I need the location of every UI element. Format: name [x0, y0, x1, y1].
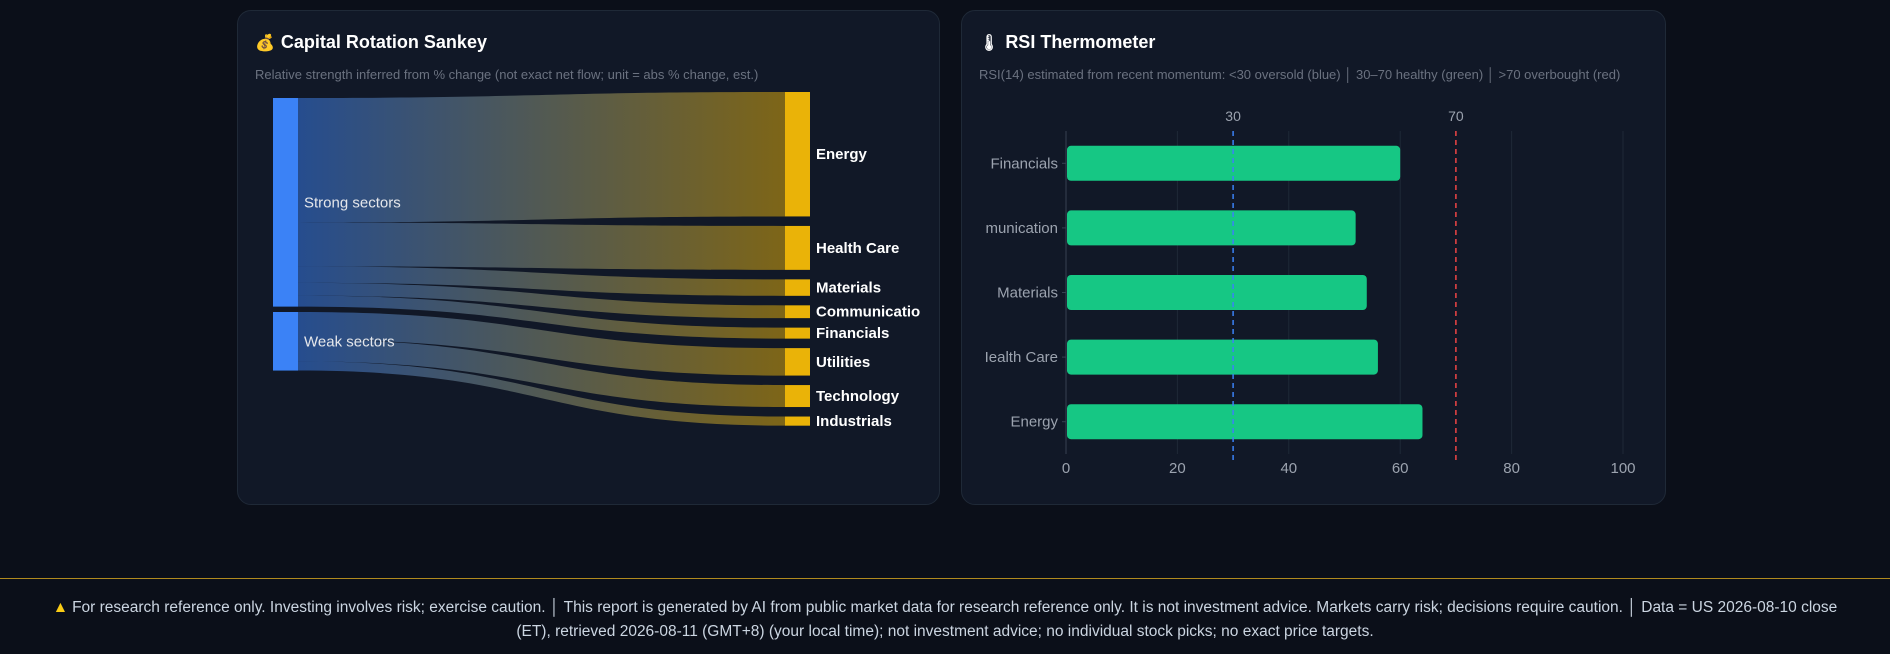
rsi-bar-financials — [1067, 145, 1401, 181]
sankey-label-industrials: Industrials — [816, 413, 892, 430]
sankey-title-text: Capital Rotation Sankey — [280, 32, 487, 52]
sankey-title: 💰 Capital Rotation Sankey — [255, 32, 487, 53]
sankey-node-strong-sectors — [273, 98, 298, 307]
rsi-bar-communication — [1067, 210, 1356, 246]
money-bag-icon: 💰 — [255, 34, 275, 52]
sankey-label-utilities: Utilities — [816, 354, 870, 371]
rsi-category-label: Iealth Care — [985, 349, 1058, 366]
sankey-label-technology: Technology — [816, 388, 900, 405]
sankey-label-financials: Financials — [816, 325, 889, 342]
rsi-bar-health-care — [1067, 339, 1378, 375]
sankey-link-technology — [298, 339, 785, 408]
sankey-links — [298, 92, 785, 426]
rsi-ref-label-30: 30 — [1225, 108, 1241, 124]
rsi-category-label: munication — [985, 220, 1058, 237]
rsi-bar-materials — [1067, 275, 1367, 310]
sankey-link-materials — [298, 266, 785, 296]
rsi-title-text: RSI Thermometer — [1005, 32, 1156, 52]
warning-icon: ▲ — [52, 599, 69, 616]
sankey-label-strong-sectors: Strong sectors — [304, 194, 401, 211]
sankey-subtitle: Relative strength inferred from % change… — [255, 67, 759, 82]
sankey-link-industrials — [298, 361, 785, 426]
sankey-label-weak-sectors: Weak sectors — [304, 333, 395, 350]
sankey-node-materials — [785, 279, 810, 296]
rsi-subtitle: RSI(14) estimated from recent momentum: … — [979, 67, 1621, 82]
sankey-label-health-care: Health Care — [816, 240, 899, 257]
sankey-node-financials — [785, 327, 810, 339]
sankey-label-materials: Materials — [816, 280, 881, 297]
thermometer-icon: 🌡 — [979, 34, 1000, 52]
sankey-label-communicatio: Communicatio — [816, 304, 920, 321]
sankey-link-communicatio — [298, 282, 785, 319]
rsi-title: 🌡 RSI Thermometer — [979, 32, 1155, 53]
sankey-link-energy — [298, 92, 785, 223]
rsi-x-tick-label: 80 — [1503, 460, 1520, 477]
rsi-bar-energy — [1067, 404, 1423, 440]
rsi-x-tick-label: 100 — [1610, 460, 1635, 477]
rsi-category-label: Materials — [997, 285, 1058, 302]
disclaimer-text: For research reference only. Investing i… — [72, 599, 1838, 640]
sankey-link-health-care — [298, 222, 785, 270]
sankey-card: 💰 Capital Rotation Sankey Relative stren… — [237, 10, 940, 505]
sankey-node-technology — [785, 385, 810, 408]
sankey-node-energy — [785, 92, 810, 217]
rsi-card: 🌡 RSI Thermometer RSI(14) estimated from… — [961, 10, 1666, 505]
rsi-x-tick-label: 0 — [1062, 460, 1070, 477]
rsi-category-label: Energy — [1010, 414, 1058, 431]
sankey-node-health-care — [785, 225, 810, 270]
rsi-x-tick-label: 60 — [1392, 460, 1409, 477]
rsi-x-tick-label: 20 — [1169, 460, 1186, 477]
sankey-link-financials — [298, 295, 785, 339]
rsi-ref-label-70: 70 — [1448, 108, 1464, 124]
sankey-node-weak-sectors — [273, 312, 298, 371]
sankey-chart: Strong sectors Weak sectors Energy Health C… — [273, 92, 920, 430]
rsi-category-label: Financials — [990, 155, 1058, 172]
disclaimer-footer: ▲ For research reference only. Investing … — [0, 578, 1890, 654]
sankey-node-industrials — [785, 416, 810, 426]
sankey-node-utilities — [785, 348, 810, 376]
rsi-chart: Financials munication Materials Iealth Care… — [985, 108, 1636, 477]
sankey-label-energy: Energy — [816, 146, 868, 163]
sankey-node-communicatio — [785, 305, 810, 319]
sankey-link-utilities — [298, 312, 785, 376]
rsi-x-tick-label: 40 — [1280, 460, 1297, 477]
